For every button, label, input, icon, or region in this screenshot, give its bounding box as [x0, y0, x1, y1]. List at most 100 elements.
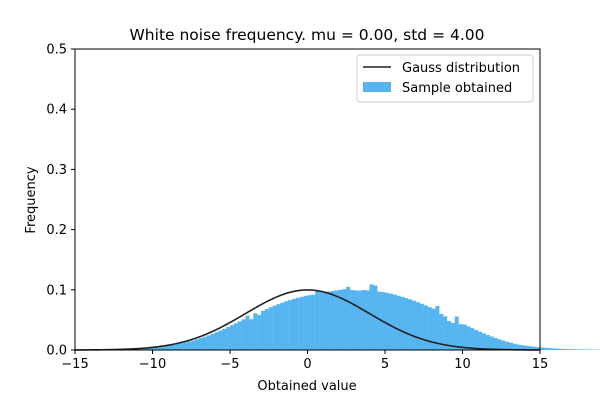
y-tick-label: 0.4	[46, 103, 67, 118]
histogram-bar	[323, 291, 328, 350]
histogram-bar	[423, 305, 428, 350]
legend-bar-swatch	[363, 82, 391, 92]
histogram-bar	[307, 295, 312, 350]
histogram-bar	[261, 310, 266, 350]
x-tick-label: −5	[220, 357, 239, 372]
histogram-bar	[419, 303, 424, 350]
histogram-bar	[567, 349, 572, 350]
histogram-bar	[543, 347, 548, 350]
histogram-bar	[168, 345, 173, 350]
histogram-bar	[292, 298, 297, 350]
histogram-bar	[160, 346, 165, 350]
histogram-bar	[571, 349, 576, 350]
histogram-bar	[233, 323, 238, 350]
histogram-bar	[416, 302, 421, 350]
histogram-bar	[210, 333, 215, 350]
histogram-bar	[264, 309, 269, 350]
histogram-bar	[400, 296, 405, 350]
legend-box	[356, 54, 534, 103]
histogram-bars	[121, 284, 600, 350]
histogram-bar	[195, 339, 200, 350]
histogram-bar	[326, 291, 331, 350]
histogram-bar	[249, 319, 254, 350]
histogram-bar	[408, 299, 413, 350]
histogram-bar	[578, 349, 583, 350]
histogram-bar	[357, 290, 362, 350]
histogram-bar	[280, 302, 285, 350]
histogram-bar	[536, 347, 541, 350]
histogram-bar	[187, 341, 192, 350]
histogram-bar	[152, 347, 157, 350]
histogram-bar	[330, 291, 335, 350]
histogram-bar	[288, 300, 293, 350]
histogram-bar	[462, 324, 467, 350]
histogram-bar	[470, 328, 475, 350]
gauss-curve	[74, 289, 541, 351]
histogram-bar	[555, 348, 560, 350]
histogram-bar	[505, 341, 510, 350]
histogram-bar	[156, 346, 161, 350]
histogram-bar	[295, 297, 300, 350]
x-axis-label: Obtained value	[257, 379, 356, 394]
histogram-bar	[385, 292, 390, 350]
histogram-bar	[148, 347, 153, 350]
histogram-bar	[218, 330, 223, 350]
x-tick-label: 10	[454, 357, 471, 372]
histogram-bar	[501, 340, 506, 350]
histogram-bar	[404, 298, 409, 350]
histogram-bar	[365, 290, 370, 350]
histogram-bar	[547, 348, 552, 350]
legend: Gauss distribution Sample obtained	[356, 54, 534, 103]
histogram-bar	[392, 294, 397, 350]
histogram-bar	[431, 308, 436, 350]
histogram-bar	[253, 313, 258, 350]
histogram-bar	[377, 291, 382, 350]
y-tick-label: 0.2	[46, 223, 67, 238]
legend-label-sample: Sample obtained	[402, 81, 512, 96]
histogram-bar	[268, 307, 273, 350]
histogram-bar	[396, 295, 401, 350]
y-tick-label: 0.5	[46, 43, 67, 58]
histogram-bar	[540, 347, 545, 350]
histogram-bar	[350, 290, 355, 350]
histogram-bar	[412, 300, 417, 350]
histogram-bar	[435, 306, 440, 350]
histogram-bar	[524, 345, 529, 350]
histogram-bar	[241, 319, 246, 350]
histogram-bar	[276, 304, 281, 350]
histogram-bar	[245, 315, 250, 350]
histogram-bar	[559, 348, 564, 350]
x-axis-ticks: −15 −10 −5 0 5 10 15	[61, 350, 548, 372]
histogram-bar	[206, 335, 211, 350]
histogram-bar	[439, 313, 444, 350]
histogram-bar	[369, 284, 374, 350]
histogram-bar	[342, 289, 347, 350]
histogram-bar	[485, 335, 490, 350]
histogram-bar	[574, 349, 579, 350]
histogram-bar	[311, 294, 316, 350]
histogram-bar	[493, 337, 498, 350]
x-tick-label: −10	[139, 357, 166, 372]
histogram-bar	[458, 324, 463, 350]
histogram-bar	[450, 322, 455, 350]
histogram-bar	[257, 315, 262, 350]
histogram-bar	[299, 296, 304, 350]
histogram-bar	[481, 333, 486, 350]
histogram-bar	[361, 290, 366, 350]
histogram-bar	[516, 344, 521, 350]
histogram-bar	[179, 343, 184, 350]
histogram-bar	[497, 339, 502, 350]
histogram-bar	[303, 295, 308, 350]
histogram-bar	[183, 342, 188, 350]
histogram-bar	[191, 340, 196, 350]
histogram-bar	[478, 331, 483, 350]
histogram-bar	[230, 325, 235, 350]
histogram-bar	[171, 344, 176, 350]
y-axis-label: Frequency	[24, 166, 39, 233]
histogram-bar	[315, 291, 320, 350]
histogram-bar	[582, 349, 587, 350]
histogram-bar	[443, 316, 448, 350]
histogram-bar	[346, 286, 351, 350]
histogram-bar	[237, 321, 242, 350]
